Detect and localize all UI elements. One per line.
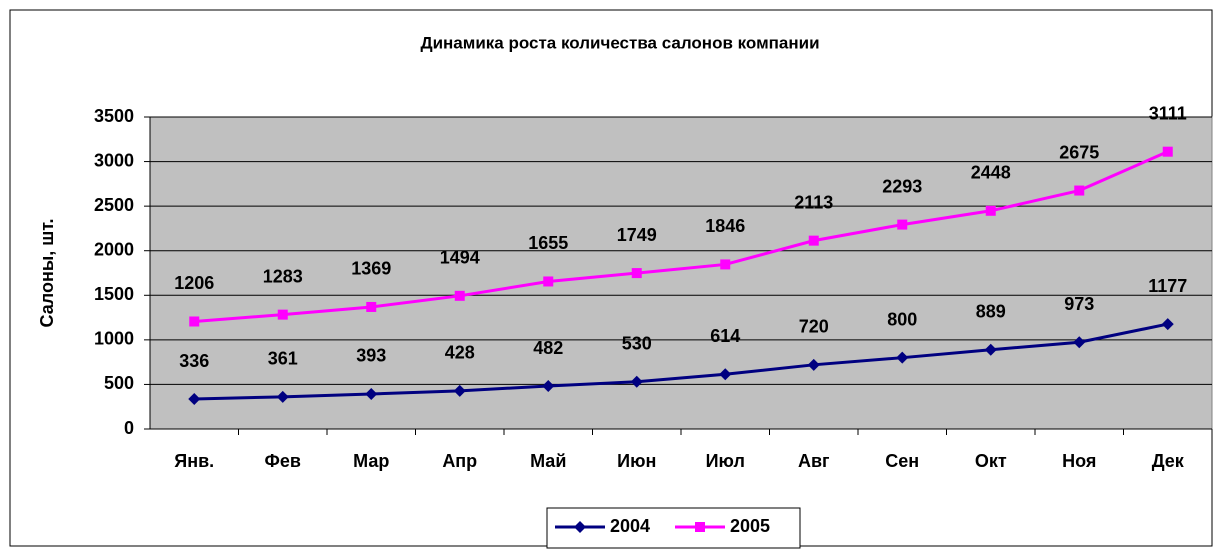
marker [1162,146,1173,157]
marker [453,384,466,397]
y-tick-label: 2000 [94,239,134,259]
marker [984,343,997,356]
x-tick-label: Дек [1152,451,1185,471]
y-tick-label: 1500 [94,284,134,304]
marker [1073,336,1086,349]
data-label: 1655 [528,233,568,253]
data-label: 482 [533,338,563,358]
marker [365,387,378,400]
plot-area [149,116,1213,430]
marker [695,522,705,532]
data-label: 1206 [174,273,214,293]
data-label: 973 [1064,294,1094,314]
data-label: 614 [710,326,740,346]
x-tick-label: Июл [706,451,745,471]
y-tick-label: 2500 [94,195,134,215]
x-tick-label: Сен [885,451,919,471]
data-label: 530 [622,334,652,354]
marker [189,316,200,327]
x-tick-label: Июн [617,451,656,471]
marker [542,380,555,393]
marker [574,521,586,533]
x-tick-label: Фев [265,451,301,471]
x-tick-label: Авг [798,451,830,471]
x-tick-label: Ноя [1062,451,1096,471]
marker [808,235,819,246]
marker [543,276,554,287]
marker [630,375,643,388]
marker [366,301,377,312]
data-label: 2293 [882,176,922,196]
data-label: 1749 [617,225,657,245]
data-label: 3111 [1149,103,1187,123]
chart-title: Динамика роста количества салонов компан… [420,33,819,52]
marker [807,358,820,371]
marker [719,368,732,381]
data-label: 428 [445,343,475,363]
data-label: 2113 [794,192,833,212]
marker [720,259,731,270]
data-label: 336 [179,351,209,371]
y-tick-label: 500 [104,373,134,393]
data-label: 2448 [971,163,1011,183]
marker [897,219,908,230]
data-label: 2675 [1059,142,1099,162]
data-label: 1283 [263,266,303,286]
x-tick-label: Май [530,451,566,471]
legend-label: 2004 [610,516,650,536]
x-tick-label: Янв. [174,451,214,471]
marker [277,309,288,320]
y-tick-label: 3000 [94,150,134,170]
legend-label: 2005 [730,516,770,536]
x-tick-label: Апр [442,451,477,471]
marker [276,390,289,403]
marker [1074,185,1085,196]
data-label: 800 [887,309,917,329]
data-label: 720 [799,317,829,337]
marker [896,351,909,364]
data-label: 1494 [440,248,480,268]
data-label: 1177 [1148,276,1187,296]
marker [1161,318,1174,331]
data-label: 1846 [705,216,745,236]
x-tick-label: Мар [353,451,389,471]
marker [985,205,996,216]
marker [188,393,201,406]
y-axis-label: Салоны, шт. [37,219,57,328]
data-label: 361 [268,349,298,369]
data-label: 889 [976,302,1006,322]
line [194,150,1169,323]
data-label: 1369 [351,259,391,279]
data-label: 393 [356,346,386,366]
y-tick-label: 3500 [94,106,134,126]
y-tick-label: 0 [124,418,134,438]
marker [454,290,465,301]
line [194,322,1169,401]
x-tick-label: Окт [975,451,1007,471]
y-tick-label: 1000 [94,329,134,349]
marker [631,268,642,279]
